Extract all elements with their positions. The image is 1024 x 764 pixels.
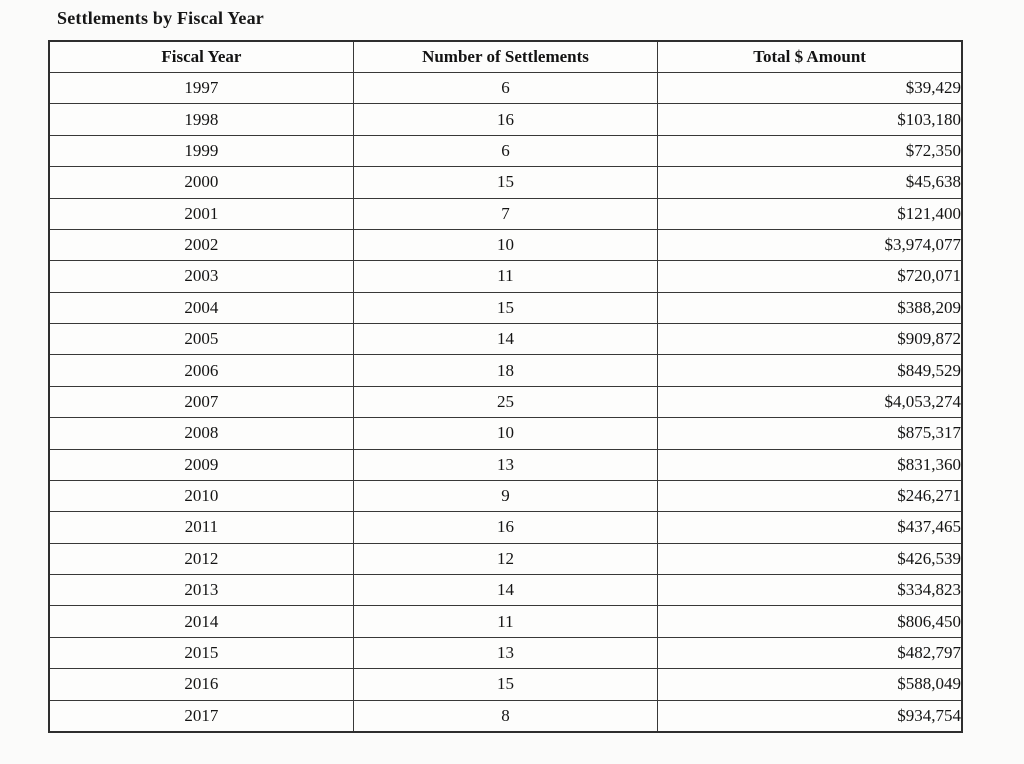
table-row: 2017 8 $934,754 — [48, 699, 963, 733]
table-row: 1999 6 $72,350 — [48, 134, 963, 168]
cell-total-amount: $806,450 — [657, 605, 963, 638]
cell-total-amount: $45,638 — [657, 166, 963, 199]
cell-fiscal-year: 2001 — [48, 197, 354, 230]
cell-fiscal-year: 1998 — [48, 103, 354, 136]
cell-settlements: 7 — [352, 197, 659, 230]
cell-total-amount: $39,429 — [657, 71, 963, 105]
cell-total-amount: $72,350 — [657, 134, 963, 168]
cell-total-amount: $909,872 — [657, 322, 963, 356]
cell-fiscal-year: 1999 — [48, 134, 354, 168]
table-row: 2012 12 $426,539 — [48, 542, 963, 576]
table-row: 1997 6 $39,429 — [48, 71, 963, 105]
cell-fiscal-year: 2005 — [48, 322, 354, 356]
table-row: 2003 11 $720,071 — [48, 260, 963, 293]
table-title: Settlements by Fiscal Year — [57, 8, 264, 28]
cell-total-amount: $4,053,274 — [657, 385, 963, 419]
cell-total-amount: $121,400 — [657, 197, 963, 230]
header-number-of-settlements: Number of Settlements — [352, 40, 659, 73]
cell-fiscal-year: 2016 — [48, 668, 354, 701]
table-row: 2004 15 $388,209 — [48, 291, 963, 325]
cell-total-amount: $875,317 — [657, 417, 963, 450]
table-row: 2000 15 $45,638 — [48, 166, 963, 199]
cell-fiscal-year: 2004 — [48, 291, 354, 325]
cell-total-amount: $437,465 — [657, 511, 963, 544]
table-row: 2015 13 $482,797 — [48, 636, 963, 670]
cell-fiscal-year: 2003 — [48, 260, 354, 293]
cell-fiscal-year: 2009 — [48, 448, 354, 481]
table-row: 2005 14 $909,872 — [48, 322, 963, 356]
cell-settlements: 10 — [352, 417, 659, 450]
settlements-table: Fiscal Year Number of Settlements Total … — [48, 40, 963, 733]
cell-total-amount: $934,754 — [657, 699, 963, 733]
cell-fiscal-year: 2006 — [48, 354, 354, 387]
cell-settlements: 15 — [352, 291, 659, 325]
cell-fiscal-year: 2007 — [48, 385, 354, 419]
cell-total-amount: $588,049 — [657, 668, 963, 701]
header-total-amount: Total $ Amount — [657, 40, 963, 73]
cell-fiscal-year: 2002 — [48, 228, 354, 262]
cell-total-amount: $831,360 — [657, 448, 963, 481]
cell-total-amount: $334,823 — [657, 573, 963, 607]
cell-fiscal-year: 2017 — [48, 699, 354, 733]
cell-settlements: 8 — [352, 699, 659, 733]
table-row: 2002 10 $3,974,077 — [48, 228, 963, 262]
cell-fiscal-year: 2014 — [48, 605, 354, 638]
cell-settlements: 18 — [352, 354, 659, 387]
cell-total-amount: $482,797 — [657, 636, 963, 670]
table-row: 1998 16 $103,180 — [48, 103, 963, 136]
cell-fiscal-year: 1997 — [48, 71, 354, 105]
cell-settlements: 25 — [352, 385, 659, 419]
cell-settlements: 15 — [352, 166, 659, 199]
cell-settlements: 14 — [352, 573, 659, 607]
cell-fiscal-year: 2012 — [48, 542, 354, 576]
cell-settlements: 11 — [352, 605, 659, 638]
cell-total-amount: $426,539 — [657, 542, 963, 576]
cell-fiscal-year: 2011 — [48, 511, 354, 544]
cell-total-amount: $246,271 — [657, 479, 963, 513]
table-row: 2009 13 $831,360 — [48, 448, 963, 481]
table-row: 2007 25 $4,053,274 — [48, 385, 963, 419]
cell-total-amount: $849,529 — [657, 354, 963, 387]
table-body: 1997 6 $39,429 1998 16 $103,180 1999 6 $72,350 20… — [48, 71, 963, 733]
cell-settlements: 11 — [352, 260, 659, 293]
cell-fiscal-year: 2015 — [48, 636, 354, 670]
table-row: 2008 10 $875,317 — [48, 417, 963, 450]
cell-settlements: 10 — [352, 228, 659, 262]
cell-total-amount: $720,071 — [657, 260, 963, 293]
cell-settlements: 15 — [352, 668, 659, 701]
table-row: 2016 15 $588,049 — [48, 668, 963, 701]
table-row: 2014 11 $806,450 — [48, 605, 963, 638]
cell-settlements: 6 — [352, 71, 659, 105]
cell-total-amount: $388,209 — [657, 291, 963, 325]
table-row: 2013 14 $334,823 — [48, 573, 963, 607]
cell-fiscal-year: 2013 — [48, 573, 354, 607]
table-row: 2001 7 $121,400 — [48, 197, 963, 230]
cell-settlements: 16 — [352, 103, 659, 136]
cell-fiscal-year: 2008 — [48, 417, 354, 450]
table-header-row: Fiscal Year Number of Settlements Total … — [48, 40, 963, 73]
cell-settlements: 14 — [352, 322, 659, 356]
table-header: Fiscal Year Number of Settlements Total … — [48, 40, 963, 73]
cell-fiscal-year: 2010 — [48, 479, 354, 513]
table-row: 2006 18 $849,529 — [48, 354, 963, 387]
cell-settlements: 6 — [352, 134, 659, 168]
table-row: 2010 9 $246,271 — [48, 479, 963, 513]
cell-settlements: 13 — [352, 636, 659, 670]
cell-settlements: 16 — [352, 511, 659, 544]
cell-total-amount: $3,974,077 — [657, 228, 963, 262]
cell-settlements: 12 — [352, 542, 659, 576]
table-row: 2011 16 $437,465 — [48, 511, 963, 544]
cell-total-amount: $103,180 — [657, 103, 963, 136]
header-fiscal-year: Fiscal Year — [48, 40, 354, 73]
cell-settlements: 9 — [352, 479, 659, 513]
cell-settlements: 13 — [352, 448, 659, 481]
cell-fiscal-year: 2000 — [48, 166, 354, 199]
